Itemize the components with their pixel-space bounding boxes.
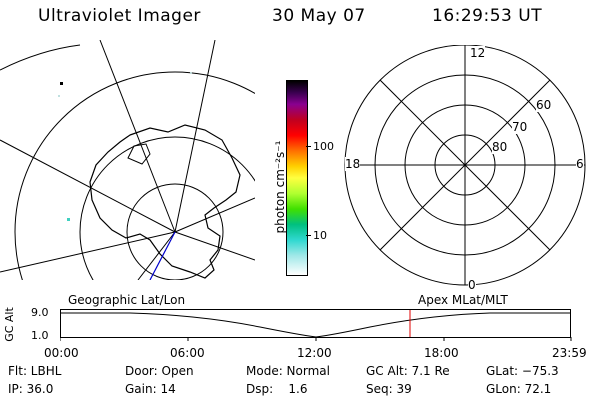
gc-altitude-timeline <box>60 309 572 341</box>
mlt-polar-plot <box>344 45 586 286</box>
colorbar-tick <box>306 146 311 147</box>
image-pixel <box>58 95 60 97</box>
door-status: Door: Open <box>125 364 194 378</box>
satellite-trace <box>149 231 176 280</box>
mlt-label-6: 6 <box>576 157 584 171</box>
timeline-right-title: Apex MLat/MLT <box>418 293 508 307</box>
meridian-line <box>174 40 216 233</box>
lat-circle-inner <box>126 183 224 280</box>
timeline-y-tick: 9.0 <box>31 306 49 319</box>
instrument-title: Ultraviolet Imager <box>38 6 201 26</box>
timeline-x-tick: 06:00 <box>170 346 205 360</box>
timeline-x-tick: 23:59 <box>552 346 587 360</box>
glat-status: GLat: −75.3 <box>486 364 559 378</box>
filter-status: Flt: LBHL <box>8 364 62 378</box>
mlat-label-60: 60 <box>536 98 552 112</box>
meridian-line <box>137 231 176 280</box>
colorbar <box>286 80 308 276</box>
glon-status: GLon: 72.1 <box>486 382 552 396</box>
seq-status: Seq: 39 <box>366 382 412 396</box>
mlt-label-12: 12 <box>470 46 486 60</box>
timeline-x-tick: 12:00 <box>297 346 332 360</box>
lat-circle-outer <box>14 71 255 280</box>
meridian-line <box>0 139 176 233</box>
mlat-label-70: 70 <box>512 120 528 134</box>
ip-status: IP: 36.0 <box>8 382 54 396</box>
image-pixel <box>67 218 70 221</box>
timeline-x-tick: 18:00 <box>424 346 459 360</box>
coast-detail <box>127 143 151 165</box>
meridian-line <box>0 231 176 273</box>
meridian-line <box>99 40 176 233</box>
colorbar-tick-label: 10 <box>313 229 327 242</box>
map-border <box>0 44 81 71</box>
colorbar-tick-label: 100 <box>313 140 334 153</box>
observation-date: 30 May 07 <box>272 6 366 26</box>
observation-time: 16:29:53 UT <box>432 6 543 26</box>
gc-alt-status: GC Alt: 7.1 Re <box>366 364 450 378</box>
polar-diagonal <box>379 79 551 251</box>
timeline-x-tick: 00:00 <box>44 346 79 360</box>
colorbar-unit-label: photon cm⁻²s⁻¹ <box>273 140 287 234</box>
antarctica-coastline <box>89 124 241 279</box>
meridian-line <box>174 197 255 233</box>
image-pixel <box>190 72 192 74</box>
timeline-left-title: Geographic Lat/Lon <box>68 293 186 307</box>
mlt-label-18: 18 <box>345 157 361 171</box>
image-pixel <box>60 82 63 85</box>
meridian-line <box>174 231 255 261</box>
mlt-label-0: 0 <box>468 278 476 292</box>
timeline-y-tick: 1.0 <box>31 329 49 342</box>
lat-circle-middle <box>79 136 255 280</box>
dsp-status: Dsp: 1.6 <box>246 382 308 396</box>
mlat-label-80: 80 <box>492 140 508 154</box>
colorbar-tick <box>306 235 311 236</box>
timeline-y-label: GC Alt <box>2 307 16 342</box>
gain-status: Gain: 14 <box>125 382 176 396</box>
timeline-frame <box>60 309 571 338</box>
mode-status: Mode: Normal <box>246 364 330 378</box>
geographic-map <box>0 40 255 280</box>
